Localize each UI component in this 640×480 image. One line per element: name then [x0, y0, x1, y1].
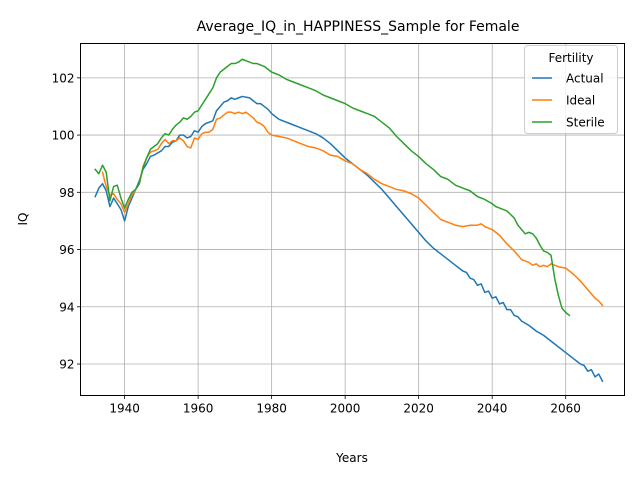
plot-frame: [80, 43, 625, 396]
y-tick-label: 98: [59, 186, 74, 200]
x-tick-label: 2060: [550, 402, 581, 416]
legend-label-ideal: Ideal: [566, 94, 595, 108]
legend-label-sterile: Sterile: [566, 116, 605, 130]
y-tick-label: 102: [52, 71, 75, 85]
series-lines: [94, 58, 604, 383]
chart-title: Average_IQ_in_HAPPINESS_Sample for Femal…: [197, 19, 520, 35]
x-tick-label: 2040: [477, 402, 508, 416]
legend-title: Fertility: [548, 51, 593, 65]
x-tick-label: 1940: [109, 402, 140, 416]
x-axis-ticks: 1940 1960 1980 2000 2020 2040 2060: [109, 395, 581, 416]
y-axis-ticks: 92 94 96 98 100 102: [52, 71, 81, 372]
y-tick-label: 96: [59, 243, 74, 257]
legend-box: [524, 45, 618, 134]
series-line-actual: [94, 95, 604, 383]
x-tick-label: 1980: [256, 402, 287, 416]
x-axis-label: Years: [335, 451, 368, 465]
x-tick-label: 2000: [330, 402, 361, 416]
y-tick-label: 100: [52, 129, 75, 143]
y-tick-label: 94: [59, 300, 74, 314]
x-tick-label: 1960: [183, 402, 214, 416]
x-tick-label: 2020: [403, 402, 434, 416]
y-axis-label: IQ: [16, 213, 30, 226]
legend: Fertility Actual Ideal Sterile: [524, 45, 618, 134]
series-line-ideal: [101, 111, 604, 307]
series-line-sterile: [94, 58, 571, 317]
legend-label-actual: Actual: [566, 72, 604, 86]
y-tick-label: 92: [59, 358, 74, 372]
